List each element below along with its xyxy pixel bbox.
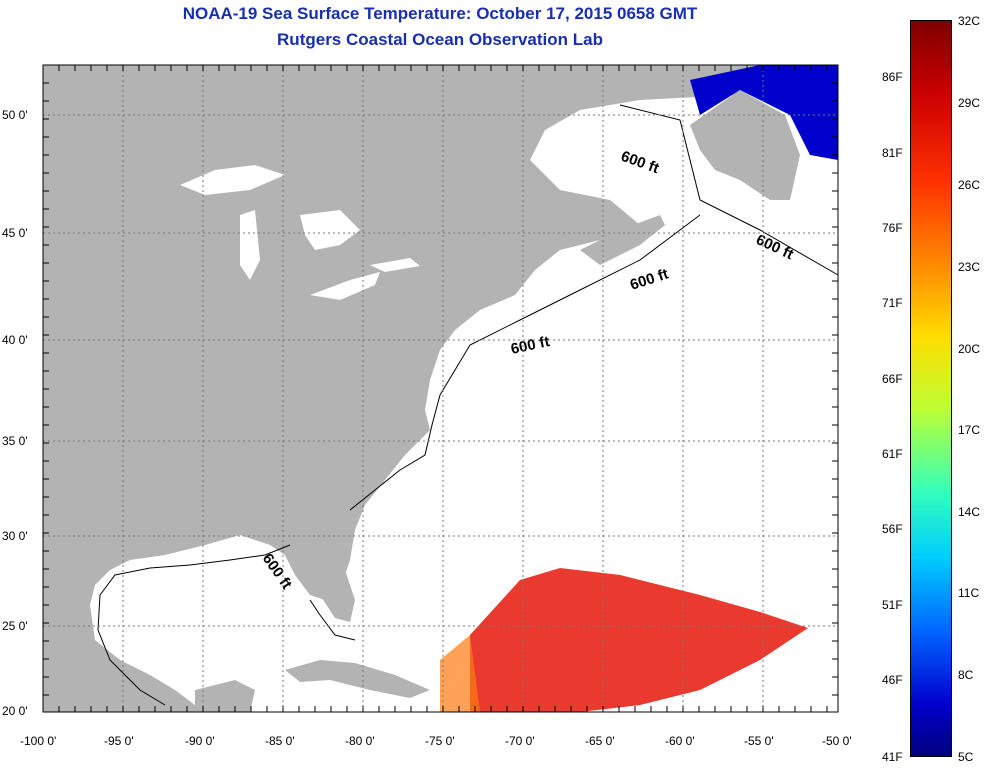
lon-label-85: -85 0' bbox=[265, 734, 295, 748]
lon-label-100: -100 0' bbox=[20, 734, 57, 748]
isobath-label-1: 600 ft bbox=[619, 148, 662, 177]
isobath-label-3: 600 ft bbox=[628, 266, 671, 294]
lat-label-30: 30 0' bbox=[2, 529, 28, 543]
lon-label-65: -65 0' bbox=[585, 734, 615, 748]
cb-f-46: 46F bbox=[882, 673, 903, 687]
cb-f-71: 71F bbox=[882, 296, 903, 310]
land-nova-scotia bbox=[580, 215, 665, 265]
sst-swath-warm-edge bbox=[440, 635, 480, 712]
land-yucatan bbox=[195, 680, 255, 712]
land-newfoundland bbox=[690, 90, 800, 200]
axis-ticks bbox=[42, 64, 838, 712]
lon-label-90: -90 0' bbox=[185, 734, 215, 748]
land-north-america bbox=[43, 65, 760, 712]
cb-f-51: 51F bbox=[882, 598, 903, 612]
lake-huron bbox=[300, 210, 360, 250]
isobath-600ft-shelf bbox=[349, 214, 701, 511]
cb-f-81: 81F bbox=[882, 146, 903, 160]
lon-label-95: -95 0' bbox=[104, 734, 134, 748]
cb-c-17: 17C bbox=[958, 423, 981, 437]
lon-label-60: -60 0' bbox=[665, 734, 695, 748]
lat-label-25: 25 0' bbox=[2, 619, 28, 633]
lon-label-50: -50 0' bbox=[822, 734, 852, 748]
cb-f-66: 66F bbox=[882, 372, 903, 386]
lake-michigan bbox=[240, 210, 260, 280]
cb-c-29: 29C bbox=[958, 96, 981, 110]
cb-c-20: 20C bbox=[958, 342, 981, 356]
cb-f-56: 56F bbox=[882, 522, 903, 536]
lat-label-45: 45 0' bbox=[2, 226, 28, 240]
lake-superior bbox=[180, 165, 285, 195]
sst-swath-cold bbox=[690, 65, 838, 160]
lon-label-70: -70 0' bbox=[505, 734, 535, 748]
lat-label-35: 35 0' bbox=[2, 434, 28, 448]
lon-label-75: -75 0' bbox=[425, 734, 455, 748]
land-cuba bbox=[285, 660, 430, 698]
isobath-600ft-gulf bbox=[97, 544, 291, 706]
isobath-label-2: 600 ft bbox=[753, 231, 796, 263]
cb-f-76: 76F bbox=[882, 221, 903, 235]
map-subtitle: Rutgers Coastal Ocean Observation Lab bbox=[277, 30, 603, 49]
land-florida bbox=[300, 555, 355, 622]
colorbar bbox=[910, 20, 952, 757]
cb-c-32: 32C bbox=[958, 14, 981, 28]
isobath-label-4: 600 ft bbox=[509, 333, 551, 358]
lon-label-55: -55 0' bbox=[744, 734, 774, 748]
cb-c-11: 11C bbox=[958, 586, 980, 600]
cb-c-14: 14C bbox=[958, 505, 981, 519]
map-title: NOAA-19 Sea Surface Temperature: October… bbox=[182, 4, 698, 23]
lat-label-20: 20 0' bbox=[2, 704, 28, 718]
lat-label-50: 50 0' bbox=[2, 108, 28, 122]
lake-erie bbox=[310, 272, 380, 300]
lat-label-40: 40 0' bbox=[2, 333, 28, 347]
cb-f-86: 86F bbox=[882, 70, 903, 84]
cb-c-26: 26C bbox=[958, 178, 981, 192]
sst-swath-warm bbox=[470, 568, 808, 712]
cb-c-23: 23C bbox=[958, 260, 981, 274]
lake-ontario bbox=[370, 258, 420, 272]
cb-f-41: 41F bbox=[882, 750, 903, 764]
cb-f-61: 61F bbox=[882, 447, 903, 461]
lon-label-80: -80 0' bbox=[345, 734, 375, 748]
cb-c-8: 8C bbox=[958, 668, 974, 682]
isobath-600ft-florida bbox=[309, 599, 356, 641]
cb-c-5: 5C bbox=[958, 750, 974, 764]
